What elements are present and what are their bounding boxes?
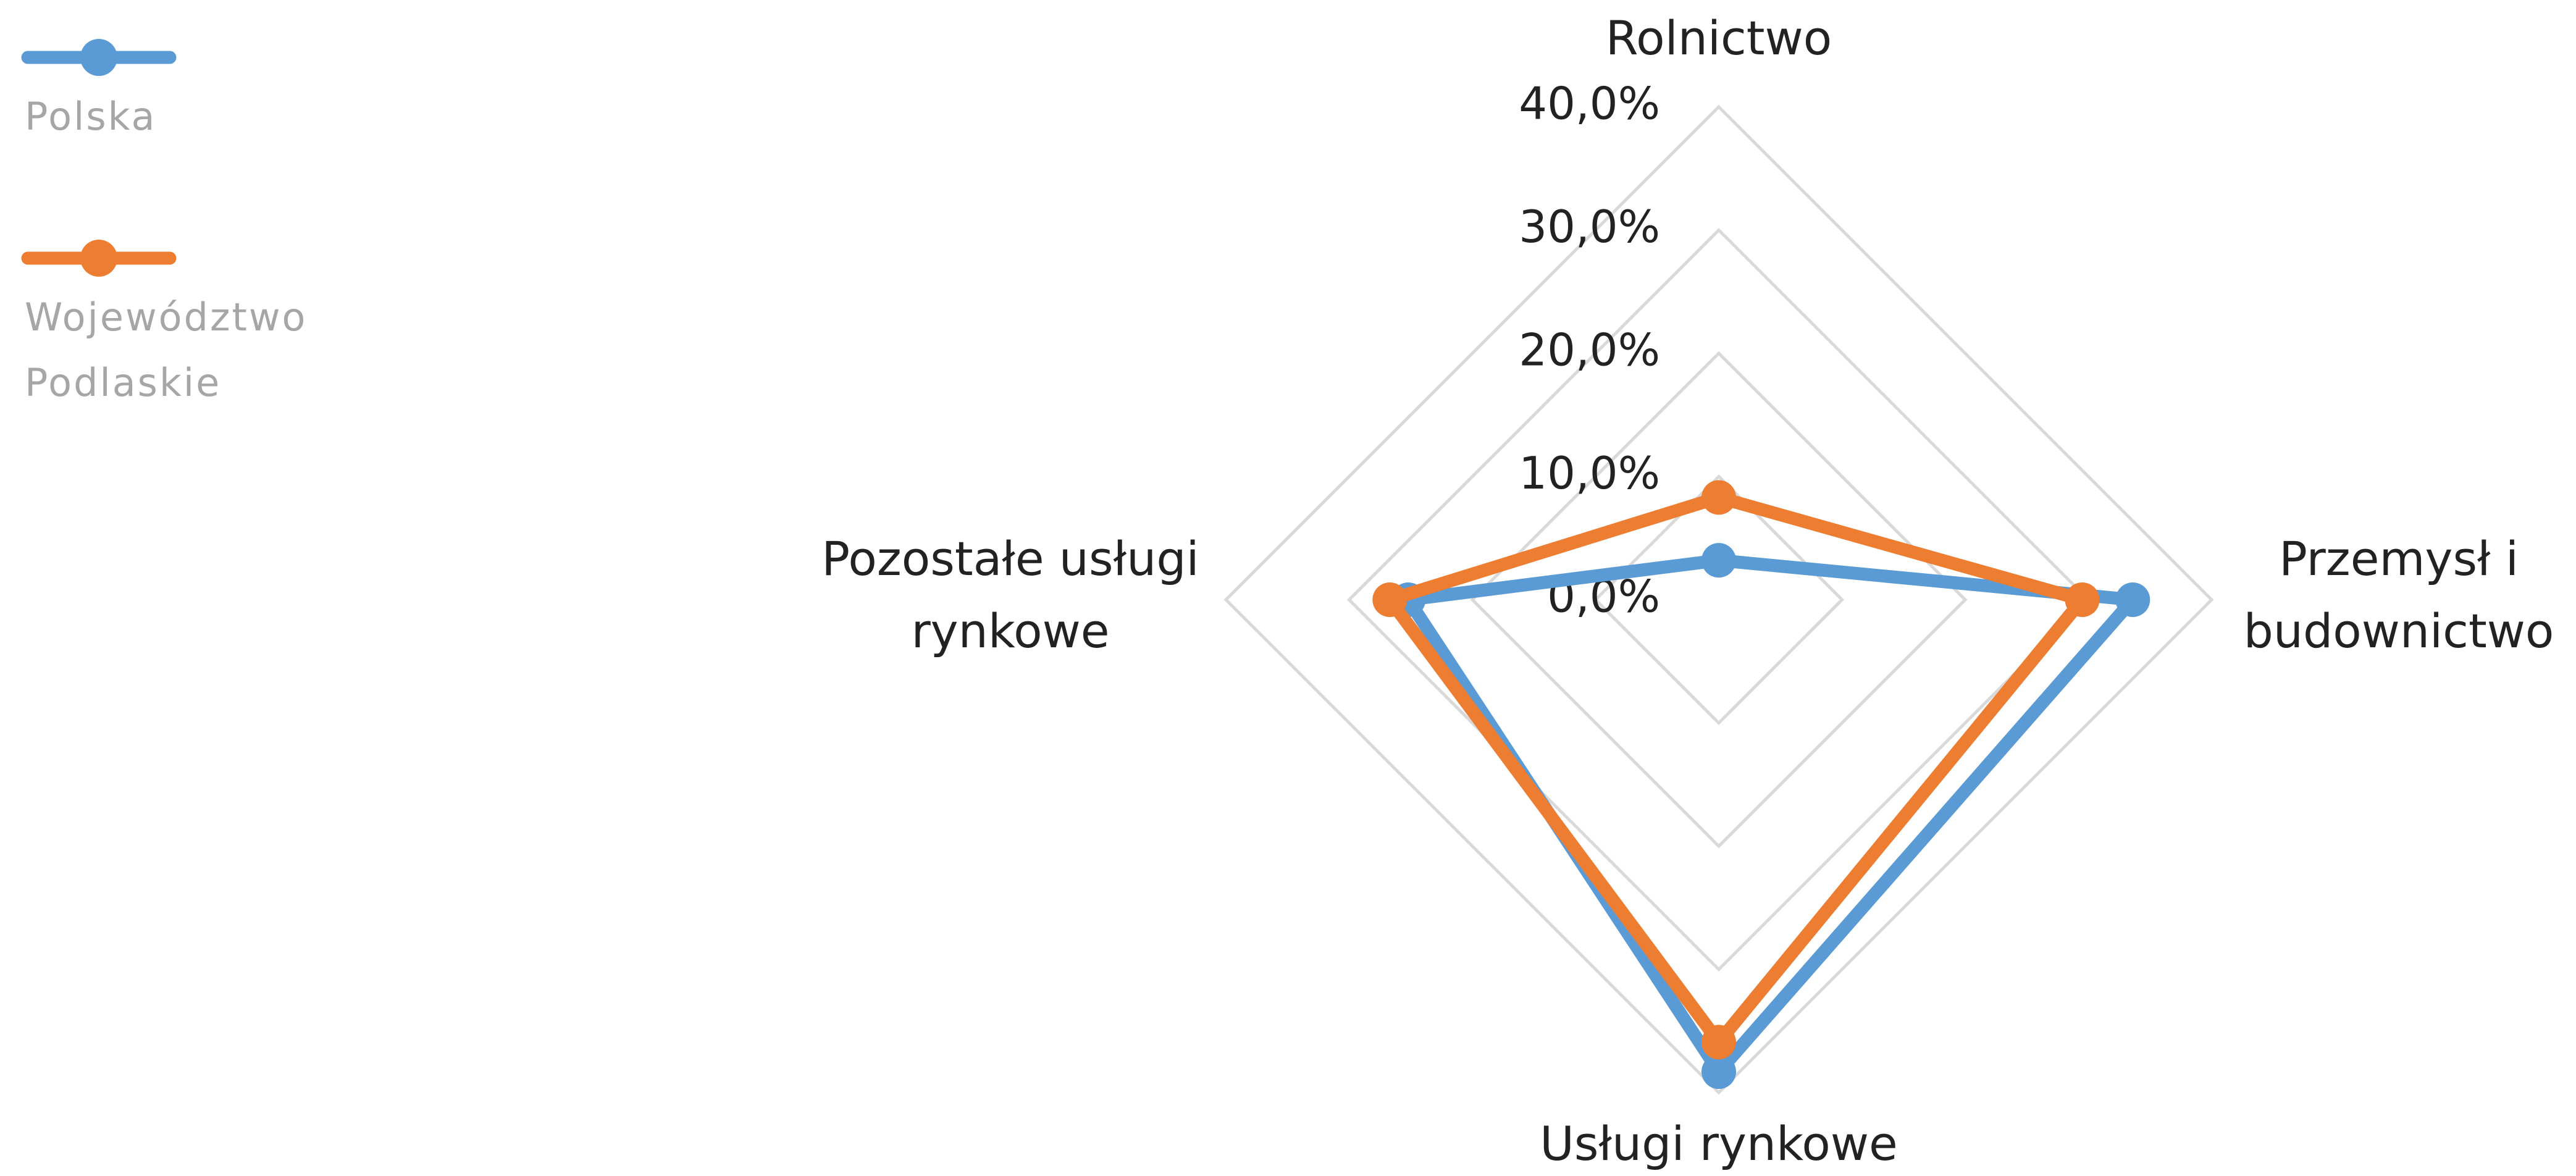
tick-label: 40,0% [1519,78,1660,130]
legend-label-line: Polska [25,94,156,139]
tick-label: 30,0% [1519,201,1660,253]
legend-label: Polska [25,94,156,139]
grid-ring [1346,227,2091,972]
legend-label-line: Województwo [25,295,307,340]
category-label-line: Pozostałe usługi [821,531,1199,586]
legend-marker [80,39,117,76]
series-marker [1701,543,1736,578]
category-label: Usługi rynkowe [1540,1116,1898,1171]
category-label-line: Przemysł i [2279,531,2519,586]
grid-ring [1470,351,1968,849]
category-label-line: rynkowe [911,603,1109,658]
series-marker [2115,582,2150,617]
category-label: Pozostałe usługi rynkowe [821,531,1199,658]
series-marker [1372,582,1408,617]
category-label: Rolnictwo [1606,10,1832,65]
series-marker [1701,480,1736,515]
legend-label-line: Podlaskie [25,360,221,405]
category-label: Przemysł i budownictwo [2244,531,2554,658]
legend-marker [80,240,117,277]
series-marker [1701,1054,1736,1090]
grid-ring [1593,474,1845,726]
tick-label: 10,0% [1519,447,1660,499]
legend-label: Województwo Podlaskie [25,295,307,405]
series-marker [2065,582,2100,617]
series-marker [1701,1025,1736,1060]
series-line [1401,553,2139,1078]
tick-label: 20,0% [1519,324,1660,376]
category-label-line: budownictwo [2244,603,2554,658]
grid-ring [1223,104,2214,1095]
